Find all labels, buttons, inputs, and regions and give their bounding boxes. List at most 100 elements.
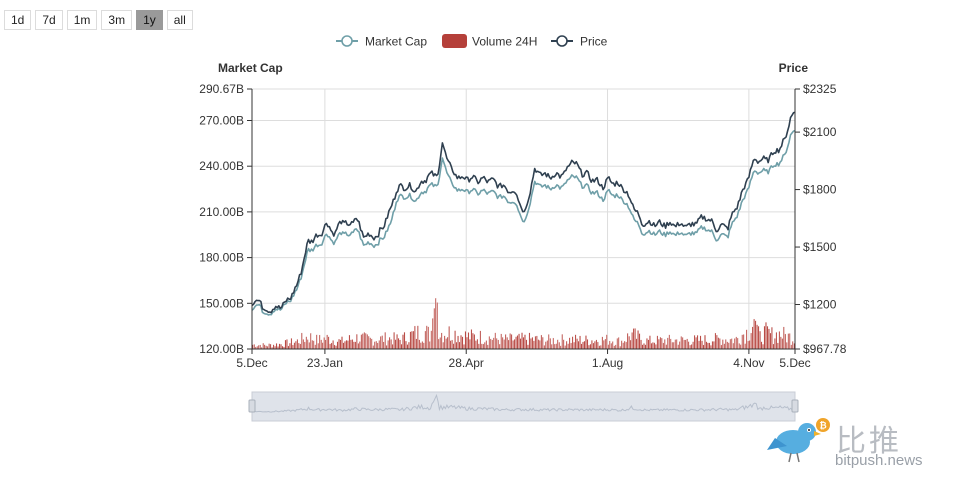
volume-bar: [496, 338, 498, 350]
volume-bar: [405, 340, 407, 350]
legend-label-volume: Volume 24H: [472, 35, 537, 49]
volume-bar: [363, 332, 366, 350]
volume-bar: [609, 340, 611, 350]
volume-bar: [347, 340, 349, 350]
volume-bar: [491, 339, 493, 350]
volume-bar: [290, 338, 293, 350]
volume-bar: [442, 342, 444, 350]
volume-bar: [455, 341, 458, 350]
watermark-chinese-text: 比推: [836, 424, 902, 459]
volume-bar: [714, 332, 717, 350]
legend-marker-price: [556, 35, 568, 47]
range-button-1m[interactable]: 1m: [66, 10, 98, 30]
volume-bar: [551, 344, 553, 350]
volume-bar: [592, 342, 595, 350]
volume-bar: [546, 340, 549, 350]
volume-bar: [381, 335, 383, 350]
volume-bar: [469, 339, 471, 350]
volume-bar: [515, 336, 517, 350]
volume-bar: [662, 342, 665, 350]
left-axis-tick-label: 270.00B: [199, 113, 244, 127]
range-button-all[interactable]: all: [166, 10, 193, 30]
volume-bar: [470, 329, 473, 350]
zoom-handle-left: [248, 399, 256, 413]
volume-bar: [402, 334, 404, 350]
legend-item-price[interactable]: Price: [551, 35, 608, 49]
volume-bar: [603, 340, 605, 350]
volume-bar: [412, 330, 415, 350]
volume-bar: [527, 344, 529, 350]
volume-bar: [307, 339, 309, 350]
volume-bar: [723, 343, 726, 350]
range-button-3m[interactable]: 3m: [101, 10, 133, 30]
volume-bar: [362, 333, 364, 350]
volume-bar: [753, 318, 755, 350]
legend-marker-market-cap: [341, 35, 353, 47]
volume-bar: [379, 336, 382, 350]
volume-bar: [344, 341, 346, 350]
volume-bar: [747, 340, 749, 350]
volume-bar: [687, 341, 690, 350]
volume-bar: [711, 341, 714, 350]
volume-bar: [771, 326, 773, 350]
volume-bar: [556, 339, 559, 350]
volume-bar: [728, 342, 730, 350]
range-button-7d[interactable]: 7d: [35, 10, 63, 30]
volume-bar: [421, 341, 424, 350]
legend-item-market-cap[interactable]: Market Cap: [336, 35, 427, 49]
volume-bar: [623, 340, 626, 350]
volume-bar: [417, 325, 419, 350]
volume-bar: [429, 341, 431, 350]
volume-bar: [781, 338, 784, 350]
volume-bar: [341, 336, 343, 350]
volume-bar: [576, 338, 578, 350]
volume-bar: [737, 337, 739, 350]
volume-bar: [286, 339, 288, 350]
volume-bar: [789, 333, 791, 350]
volume-bar: [585, 335, 587, 350]
range-button-1d[interactable]: 1d: [4, 10, 32, 30]
left-axis-tick-label: 240.00B: [199, 159, 244, 173]
legend-marker-volume: [442, 34, 467, 48]
zoom-slider[interactable]: [248, 391, 799, 422]
volume-bar: [262, 342, 264, 350]
legend-item-volume[interactable]: Volume 24H: [442, 34, 537, 49]
volume-bar: [473, 334, 476, 350]
volume-bar: [406, 344, 409, 350]
volume-bar: [717, 337, 720, 350]
volume-bar: [582, 341, 584, 350]
volume-bar: [768, 328, 770, 350]
volume-bar: [446, 336, 449, 350]
volume-bar: [766, 325, 769, 350]
volume-bar: [586, 339, 589, 350]
volume-bar: [289, 342, 291, 350]
volume-bar: [253, 344, 255, 350]
volume-bar: [326, 334, 328, 350]
volume-bar: [567, 343, 569, 350]
volume-bar: [384, 332, 386, 350]
volume-bar: [744, 343, 746, 350]
volume-bar: [507, 339, 510, 350]
volume-bar: [780, 336, 782, 350]
volume-bar: [708, 342, 711, 350]
right-axis-tick-label: $1800: [803, 183, 837, 197]
volume-bar: [634, 328, 636, 350]
volume-bar: [353, 341, 355, 350]
volume-bar: [745, 329, 748, 350]
left-axis-title: Market Cap: [218, 61, 283, 75]
volume-bar: [476, 338, 479, 350]
volume-bar: [451, 339, 453, 350]
volume-bar: [580, 343, 583, 350]
range-button-1y[interactable]: 1y: [136, 10, 163, 30]
volume-bar: [305, 336, 308, 350]
volume-bar: [257, 345, 260, 350]
volume-bar: [338, 338, 340, 350]
volume-bar: [332, 340, 334, 350]
volume-bar: [335, 345, 337, 350]
volume-bar: [524, 334, 526, 350]
market-cap-line: [251, 129, 796, 316]
volume-bar: [693, 335, 696, 350]
volume-bar: [317, 343, 319, 350]
volume-bar: [756, 324, 758, 350]
